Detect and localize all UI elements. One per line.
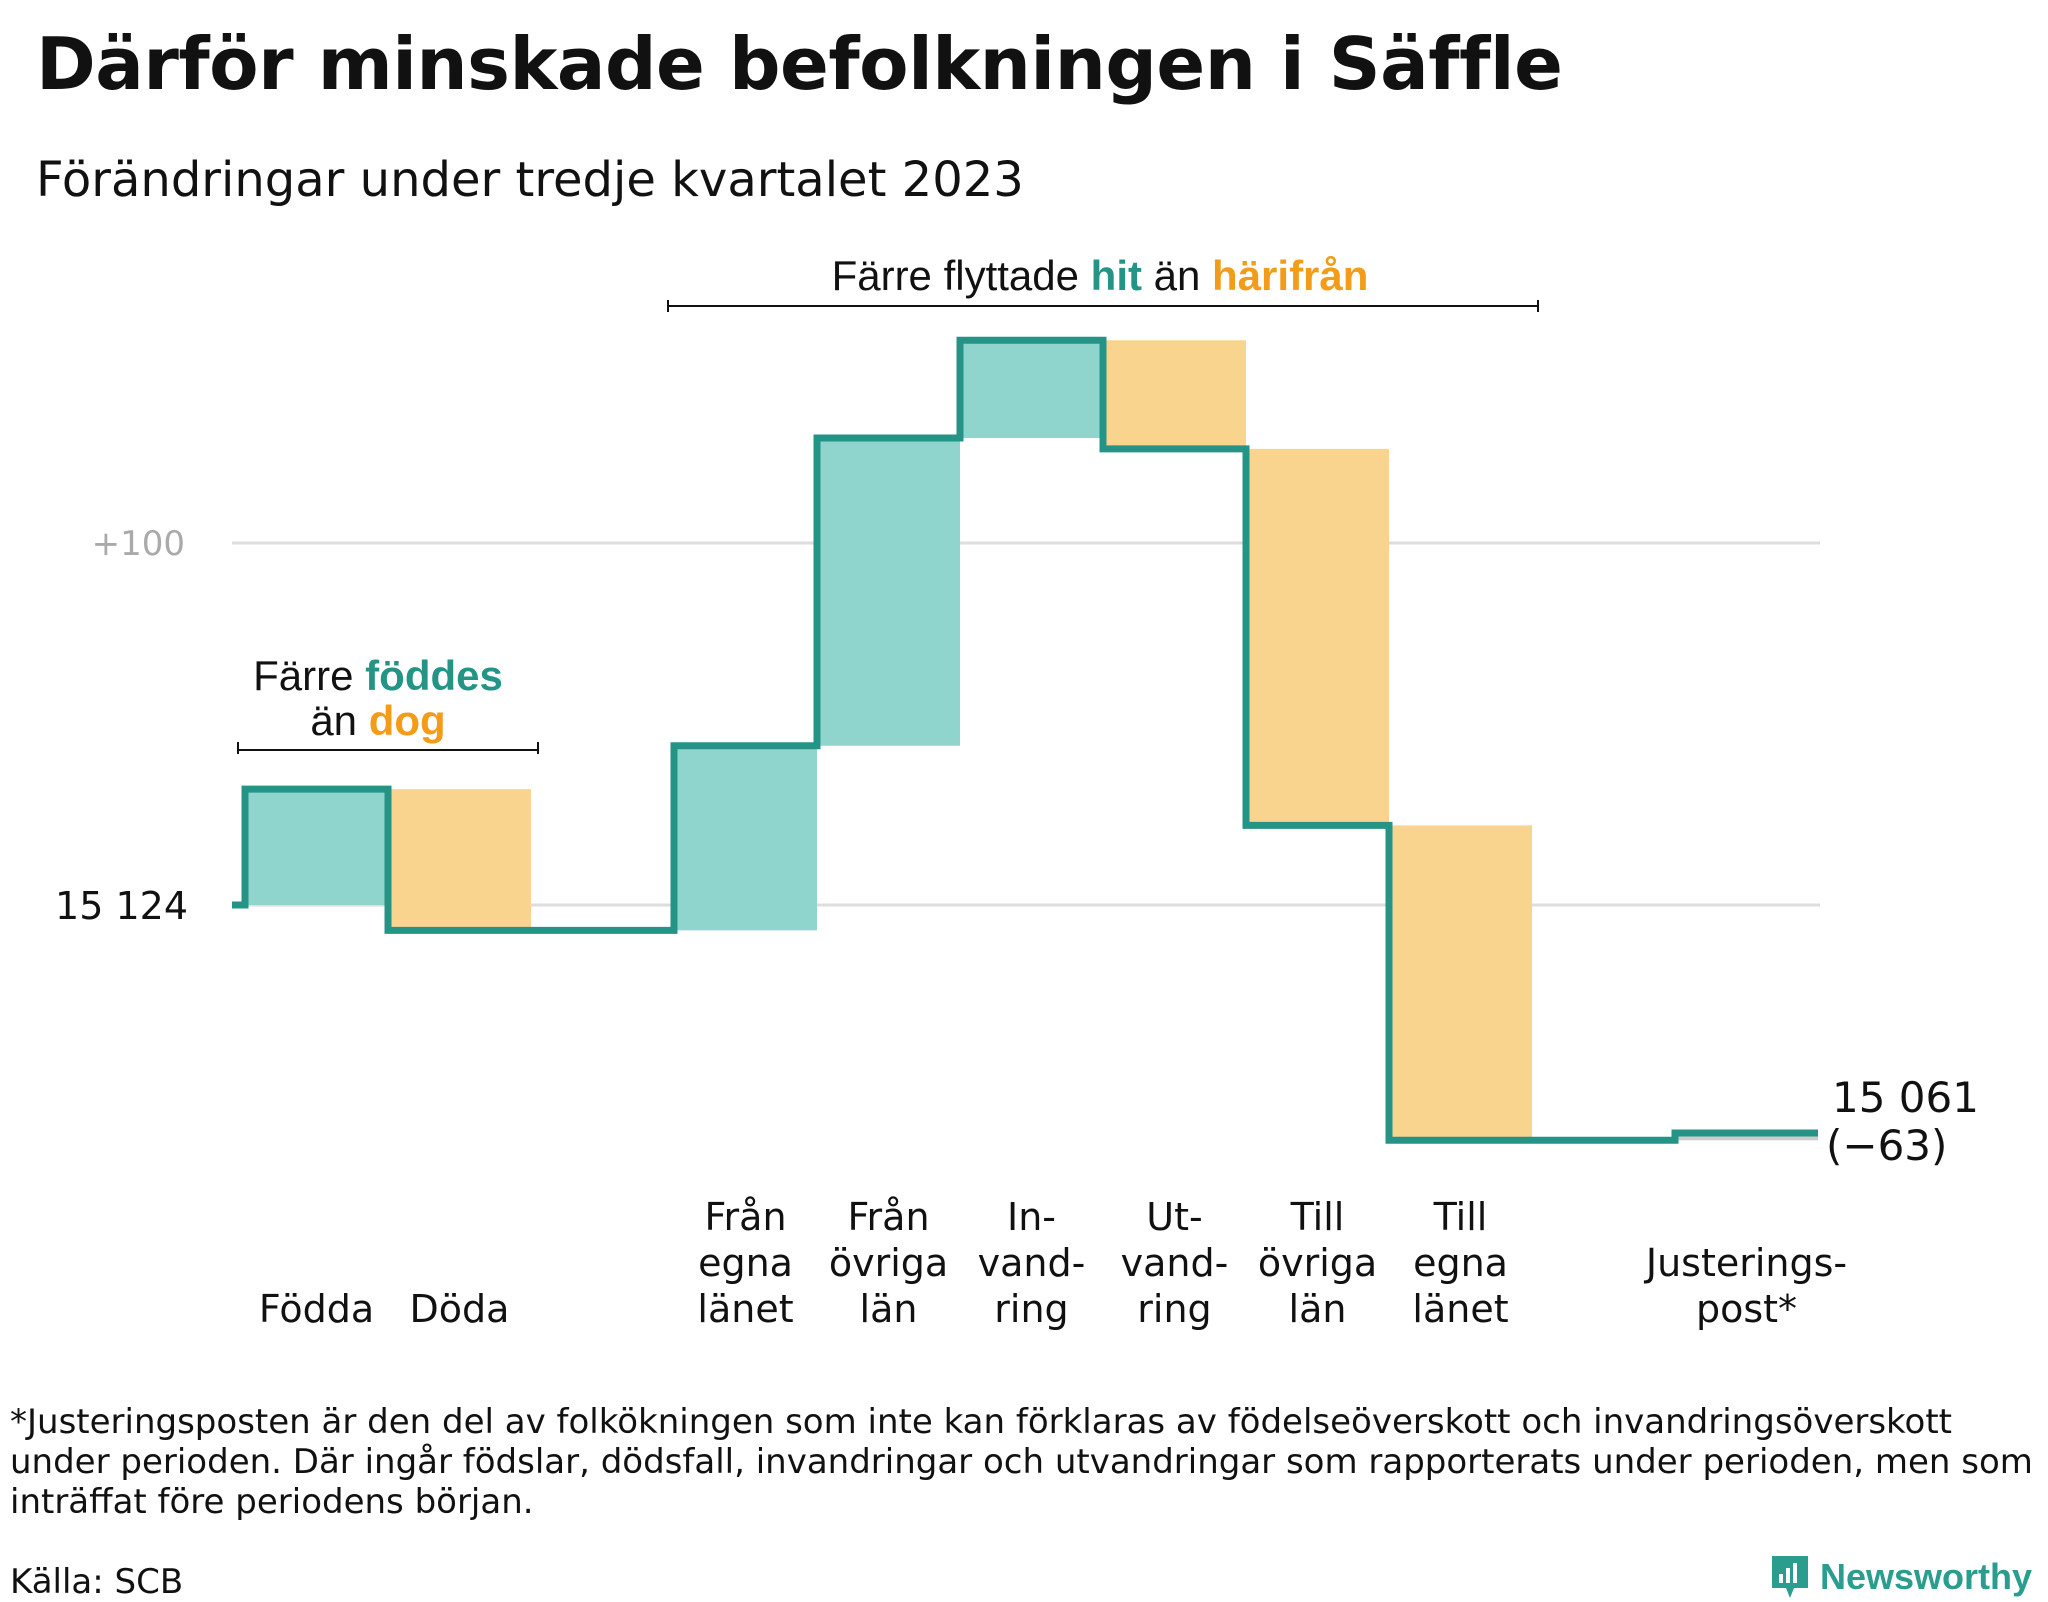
category-label: övriga [829,1241,948,1285]
annotation-bracket [667,300,1539,312]
category-label: ring [994,1287,1068,1331]
start-value-label: 15 124 [55,884,188,928]
annotation-births-deaths-line2-part: dog [369,697,446,744]
annotation-births-deaths: Färre föddes [253,652,503,699]
annotation-migration: Färre flyttade hit än härifrån [832,252,1369,299]
category-label: länet [1412,1287,1508,1331]
waterfall-bar [960,340,1103,439]
chart-subtitle: Förändringar under tredje kvartalet 2023 [36,152,1024,208]
category-label: Från [847,1195,929,1239]
category-label: Från [704,1195,786,1239]
annotation-bracket [237,742,539,754]
annotation-births-deaths-part: föddes [365,652,503,699]
category-label: Födda [259,1287,374,1331]
category-label: Till [1290,1195,1345,1239]
annotation-migration-part: än [1142,252,1212,299]
category-label: Ut- [1146,1195,1202,1239]
waterfall-bar [817,438,960,746]
annotation-births-deaths-line2: än dog [310,697,445,744]
newsworthy-logo: Newsworthy [1770,1554,2032,1600]
waterfall-bar [1389,825,1532,1141]
category-label: Till [1433,1195,1488,1239]
chart-title: Därför minskade befolkningen i Säffle [36,22,1563,106]
newsworthy-logo-text: Newsworthy [1820,1556,2033,1597]
waterfall-bar [1246,448,1389,826]
category-label: vand- [978,1241,1086,1285]
population-line [232,336,1818,1144]
annotation-migration-part: härifrån [1212,252,1368,299]
waterfall-bar [1103,340,1246,449]
gridline-label: +100 [92,524,185,564]
category-label: vand- [1121,1241,1229,1285]
category-label: länet [697,1287,793,1331]
annotation-migration-part: hit [1091,252,1142,299]
source-label: Källa: SCB [10,1562,184,1602]
waterfall-bar [245,789,388,905]
category-label: län [860,1287,918,1331]
end-change-label: (−63) [1826,1121,1947,1170]
category-label: övriga [1258,1241,1377,1285]
end-value-label: 15 061 [1832,1073,1979,1122]
category-label: post* [1696,1287,1797,1331]
footnote: *Justeringsposten är den del av folkökni… [10,1402,2033,1522]
category-label: ring [1137,1287,1211,1331]
annotation-migration-part: Färre flyttade [832,252,1091,299]
newsworthy-logo-icon [1772,1556,1808,1598]
waterfall-bar [674,745,817,931]
annotation-births-deaths-line2-part: än [310,697,368,744]
category-label: egna [1413,1241,1508,1285]
category-label: egna [698,1241,793,1285]
category-label: In- [1007,1195,1056,1239]
category-label: län [1289,1287,1347,1331]
annotation-births-deaths-part: Färre [253,652,365,699]
category-label: Döda [410,1287,510,1331]
category-label: Justerings- [1644,1241,1847,1285]
waterfall-bar [1675,1133,1818,1141]
waterfall-bar [388,789,531,931]
